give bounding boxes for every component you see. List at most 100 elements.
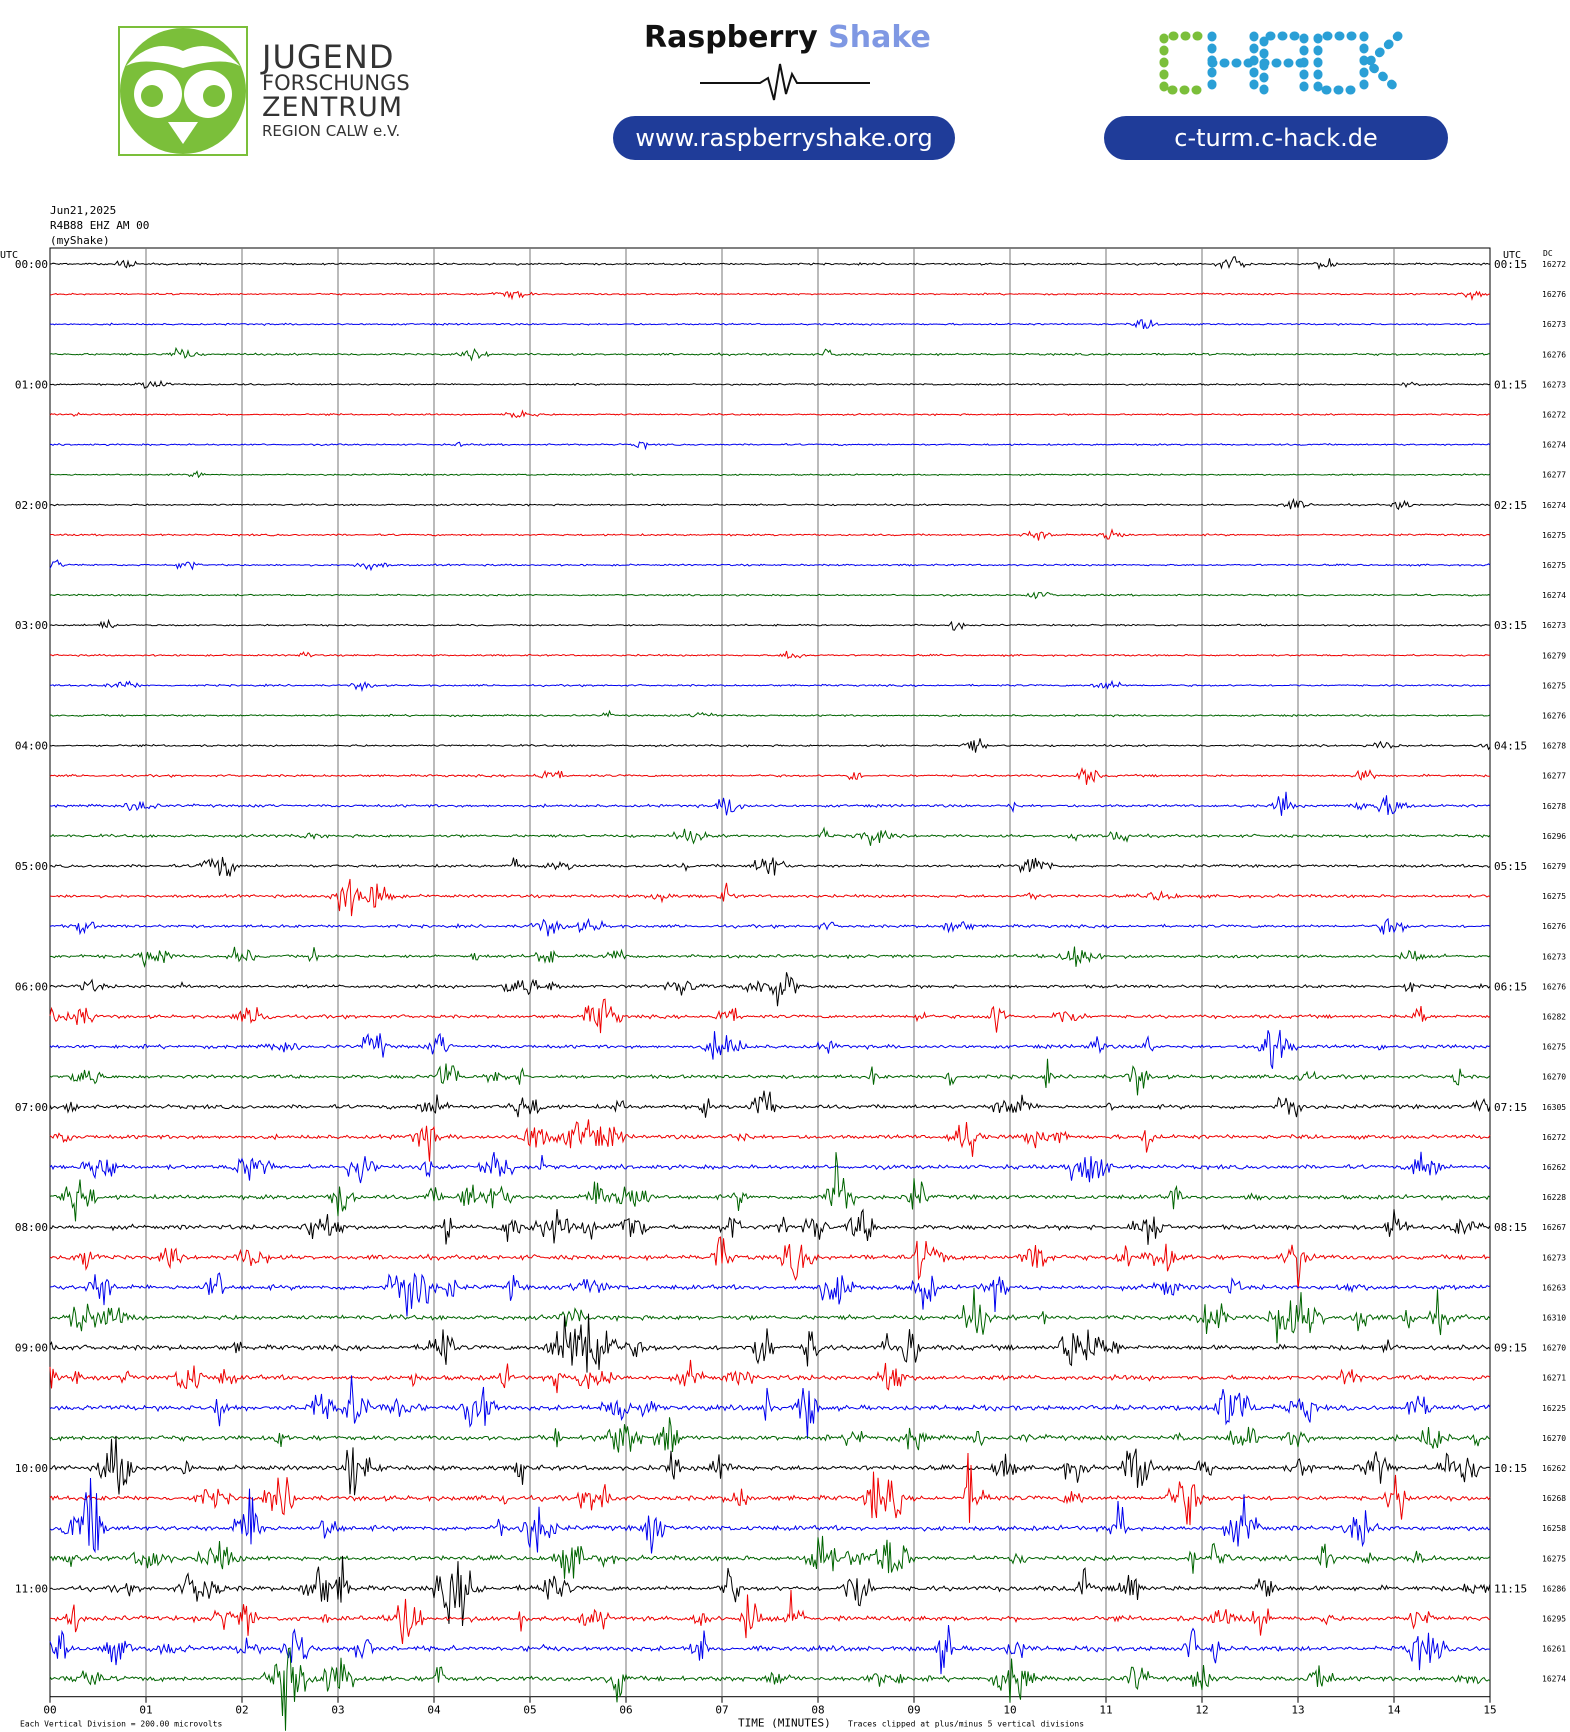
- hour-label-right: 11:15: [1494, 1582, 1527, 1595]
- dc-value-label: 16273: [1542, 1253, 1566, 1262]
- chack-url-link[interactable]: c-turm.c-hack.de: [1104, 116, 1448, 160]
- helicorder-chart: 00 01 02 03 04 05 06 07 08 09 10 11 12 13 14 15 UTC UTC DC…: [0, 247, 1566, 1731]
- dc-value-label: 16310: [1542, 1314, 1566, 1323]
- station-meta: Jun21,2025 R4B88 EHZ AM 00 (myShake): [50, 203, 149, 248]
- hour-label-left: 02:00: [15, 499, 48, 512]
- dc-value-label: 16273: [1542, 952, 1566, 961]
- hour-label-left: 03:00: [15, 619, 48, 632]
- x-tick-label: 03: [331, 1704, 344, 1717]
- x-tick-label: 07: [715, 1704, 728, 1717]
- x-tick-label: 00: [43, 1704, 56, 1717]
- dc-value-label: 16275: [1542, 1554, 1566, 1563]
- seismic-trace: [49, 346, 1490, 362]
- dc-value-label: 16278: [1542, 742, 1566, 751]
- dc-value-label: 16261: [1542, 1645, 1566, 1654]
- hour-label-right: 09:15: [1494, 1342, 1527, 1355]
- dc-value-label: 16273: [1542, 621, 1566, 630]
- x-tick-label: 10: [1003, 1704, 1016, 1717]
- x-tick-label: 08: [811, 1704, 824, 1717]
- dc-header-label: DC: [1543, 249, 1553, 258]
- raspberry-shake-logo: Raspberry Shake: [644, 20, 931, 55]
- shake-word: Shake: [828, 20, 931, 55]
- seismic-trace: [49, 1624, 1490, 1675]
- x-tick-label: 15: [1483, 1704, 1496, 1717]
- dc-value-label: 16279: [1542, 862, 1566, 871]
- seismic-trace: [49, 1535, 1491, 1579]
- x-tick-label: 09: [907, 1704, 920, 1717]
- hour-label-left: 09:00: [15, 1342, 48, 1355]
- hour-label-left: 06:00: [15, 980, 48, 993]
- dc-value-label: 16274: [1542, 501, 1566, 510]
- seismic-trace: [49, 1555, 1491, 1627]
- footer-clip-note: Traces clipped at plus/minus 5 vertical …: [848, 1720, 1084, 1729]
- dc-value-label: 16276: [1542, 712, 1566, 721]
- seismic-trace: [49, 856, 1491, 877]
- seismic-trace: [49, 1435, 1491, 1496]
- dc-value-label: 16272: [1542, 260, 1566, 269]
- dc-value-label: 16276: [1542, 290, 1566, 299]
- seismic-trace: [49, 256, 1491, 271]
- seismic-trace: [49, 1029, 1491, 1069]
- seismic-trace: [49, 591, 1491, 600]
- seismic-trace: [49, 559, 1491, 572]
- seismic-trace: [49, 1090, 1491, 1118]
- hour-label-left: 01:00: [15, 378, 48, 391]
- chack-logo-icon: [1159, 31, 1403, 95]
- dc-value-label: 16296: [1542, 832, 1566, 841]
- seismic-trace: [49, 618, 1490, 631]
- dc-value-label: 16276: [1542, 350, 1566, 359]
- hour-label-left: 00:00: [15, 258, 48, 271]
- hour-label-right: 08:15: [1494, 1221, 1527, 1234]
- hour-label-left: 05:00: [15, 860, 48, 873]
- seismic-trace: [49, 1359, 1491, 1394]
- dc-value-label: 16271: [1542, 1374, 1566, 1383]
- jfz-line1: JUGEND: [262, 38, 395, 76]
- hour-label-right: 04:15: [1494, 740, 1527, 753]
- right-utc-label: UTC: [1503, 250, 1521, 261]
- dc-value-label: 16276: [1542, 982, 1566, 991]
- x-tick-label: 01: [139, 1704, 152, 1717]
- hour-label-right: 00:15: [1494, 258, 1527, 271]
- dc-value-label: 16225: [1542, 1404, 1566, 1413]
- dc-value-label: 16278: [1542, 802, 1566, 811]
- seismic-trace: [49, 878, 1491, 917]
- dc-value-label: 16286: [1542, 1584, 1566, 1593]
- x-axis-title: TIME (MINUTES): [738, 1717, 831, 1730]
- x-tick-label: 04: [427, 1704, 441, 1717]
- dc-value-label: 16276: [1542, 922, 1566, 931]
- seismic-trace: [50, 679, 1491, 693]
- footer-scale-note: Each Vertical Division = 200.00 microvol…: [20, 1720, 222, 1729]
- hour-label-right: 03:15: [1494, 619, 1527, 632]
- hour-label-right: 06:15: [1494, 980, 1527, 993]
- hour-label-left: 07:00: [15, 1101, 48, 1114]
- seismic-trace: [49, 791, 1491, 816]
- dc-value-label: 16272: [1542, 411, 1566, 420]
- dc-value-label: 16270: [1542, 1344, 1566, 1353]
- seismic-trace: [49, 1236, 1491, 1290]
- station-code: R4B88 EHZ AM 00: [50, 219, 150, 232]
- seismic-trace: [49, 409, 1491, 419]
- x-tick-label: 13: [1291, 1704, 1304, 1717]
- left-utc-label: UTC: [0, 250, 18, 261]
- seismic-trace: [49, 319, 1490, 330]
- x-tick-label: 06: [619, 1704, 632, 1717]
- dc-value-label: 16270: [1542, 1073, 1566, 1082]
- hour-label-left: 04:00: [15, 740, 48, 753]
- raspberryshake-url-link[interactable]: www.raspberryshake.org: [613, 116, 955, 160]
- hour-label-left: 10:00: [15, 1462, 48, 1475]
- seismic-trace: [49, 1375, 1491, 1439]
- x-tick-label: 02: [235, 1704, 248, 1717]
- dc-value-label: 16262: [1542, 1464, 1566, 1473]
- owl-logo-icon: [118, 26, 248, 156]
- dc-value-label: 16274: [1542, 1675, 1566, 1684]
- jfz-line4: REGION CALW e.V.: [262, 122, 401, 140]
- dc-value-label: 16273: [1542, 320, 1566, 329]
- dc-value-label: 16274: [1542, 441, 1566, 450]
- dc-value-label: 16272: [1542, 1133, 1566, 1142]
- seismic-trace: [49, 470, 1491, 479]
- seismic-trace: [49, 826, 1491, 846]
- dc-value-label: 16270: [1542, 1434, 1566, 1443]
- seismic-trace: [49, 998, 1491, 1034]
- dc-value-label: 16275: [1542, 1043, 1566, 1052]
- seismo-wave-icon: [700, 63, 870, 101]
